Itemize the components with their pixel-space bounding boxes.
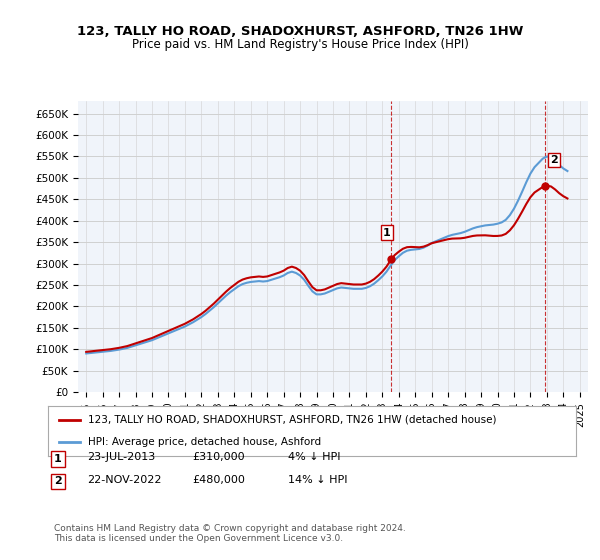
Text: 1: 1 bbox=[54, 454, 62, 464]
Text: 2: 2 bbox=[54, 477, 62, 487]
Text: Price paid vs. HM Land Registry's House Price Index (HPI): Price paid vs. HM Land Registry's House … bbox=[131, 38, 469, 51]
Text: Contains HM Land Registry data © Crown copyright and database right 2024.
This d: Contains HM Land Registry data © Crown c… bbox=[54, 524, 406, 543]
Text: 2: 2 bbox=[550, 155, 558, 165]
Text: HPI: Average price, detached house, Ashford: HPI: Average price, detached house, Ashf… bbox=[88, 437, 321, 447]
Text: £480,000: £480,000 bbox=[192, 475, 245, 485]
Text: 123, TALLY HO ROAD, SHADOXHURST, ASHFORD, TN26 1HW: 123, TALLY HO ROAD, SHADOXHURST, ASHFORD… bbox=[77, 25, 523, 38]
Text: 23-JUL-2013: 23-JUL-2013 bbox=[87, 452, 155, 463]
Text: 22-NOV-2022: 22-NOV-2022 bbox=[87, 475, 161, 485]
Text: £310,000: £310,000 bbox=[192, 452, 245, 463]
Text: 1: 1 bbox=[383, 228, 391, 237]
Text: 123, TALLY HO ROAD, SHADOXHURST, ASHFORD, TN26 1HW (detached house): 123, TALLY HO ROAD, SHADOXHURST, ASHFORD… bbox=[88, 414, 496, 424]
Text: 14% ↓ HPI: 14% ↓ HPI bbox=[288, 475, 347, 485]
Text: 4% ↓ HPI: 4% ↓ HPI bbox=[288, 452, 341, 463]
